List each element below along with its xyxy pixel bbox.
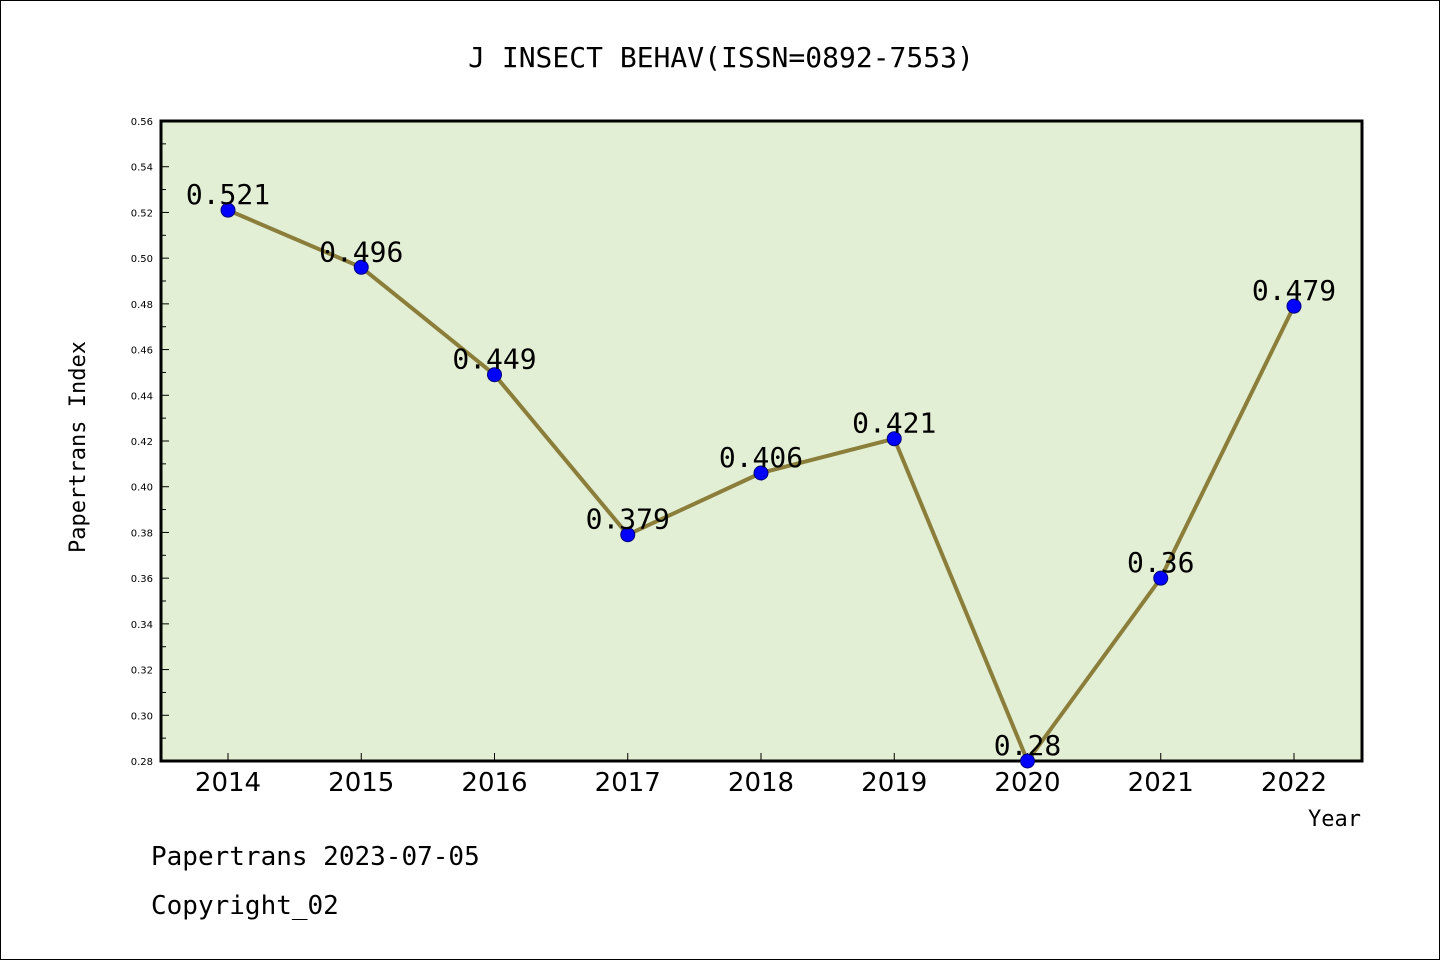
y-tick-label: 0.36: [131, 574, 153, 585]
y-tick-label: 0.28: [131, 757, 153, 768]
data-label: 0.496: [319, 235, 403, 268]
data-label: 0.449: [452, 343, 536, 376]
y-tick-label: 0.40: [131, 483, 153, 494]
data-label: 0.406: [719, 441, 803, 474]
data-point: [1153, 570, 1169, 586]
data-point: [753, 465, 769, 481]
x-tick-label: 2016: [461, 768, 527, 798]
data-label: 0.421: [852, 407, 936, 440]
data-label: 0.379: [586, 503, 670, 536]
x-tick-label: 2022: [1261, 768, 1327, 798]
y-tick-label: 0.42: [131, 437, 153, 448]
data-label: 0.521: [186, 178, 270, 211]
data-label: 0.36: [1127, 546, 1194, 579]
y-tick-label: 0.44: [131, 391, 153, 402]
y-tick-label: 0.30: [131, 711, 153, 722]
footer-copyright: Copyright_02: [151, 891, 339, 921]
y-tick-label: 0.46: [131, 346, 153, 357]
x-tick-label: 2015: [328, 768, 394, 798]
x-tick-label: 2018: [728, 768, 794, 798]
data-point: [487, 367, 502, 383]
x-tick-label: 2014: [195, 768, 261, 798]
x-tick-label: 2021: [1128, 768, 1194, 798]
data-label: 0.28: [994, 729, 1061, 762]
x-tick-label: 2017: [595, 768, 661, 798]
y-tick-label: 0.54: [131, 163, 153, 174]
x-axis: 2014 2015 2016 2017 2018 2019 2020 2021 2022: [195, 753, 1327, 798]
data-point: [886, 431, 902, 447]
y-tick-label: 0.32: [131, 666, 153, 677]
x-tick-label: 2020: [994, 768, 1060, 798]
plot-area: [159, 119, 1364, 763]
x-tick-label: 2019: [861, 768, 927, 798]
y-axis: 0.28 0.30 0.32 0.34 0.36 0.38 0.40 0.42 0.44 0.46…: [131, 117, 169, 768]
y-tick-label: 0.48: [131, 300, 153, 311]
y-tick-label: 0.34: [131, 620, 153, 631]
y-tick-label: 0.52: [131, 208, 153, 219]
series-layer: 0.521 0.496 0.449 0.379 0.406 0.421 0.28 0.36 0.…: [186, 178, 1336, 769]
data-point: [353, 259, 369, 275]
data-point: [620, 527, 636, 543]
x-axis-title: Year: [1308, 807, 1361, 832]
y-tick-label: 0.56: [131, 117, 153, 128]
data-point: [220, 202, 236, 218]
data-label: 0.479: [1252, 274, 1336, 307]
data-point: [1286, 298, 1302, 314]
y-axis-title: Papertrans Index: [66, 341, 91, 553]
data-point: [1020, 753, 1035, 769]
footer-date: Papertrans 2023-07-05: [151, 842, 480, 872]
y-tick-label: 0.50: [131, 254, 153, 265]
y-tick-label: 0.38: [131, 528, 153, 539]
chart-title: J INSECT BEHAV(ISSN=0892-7553): [468, 41, 974, 74]
